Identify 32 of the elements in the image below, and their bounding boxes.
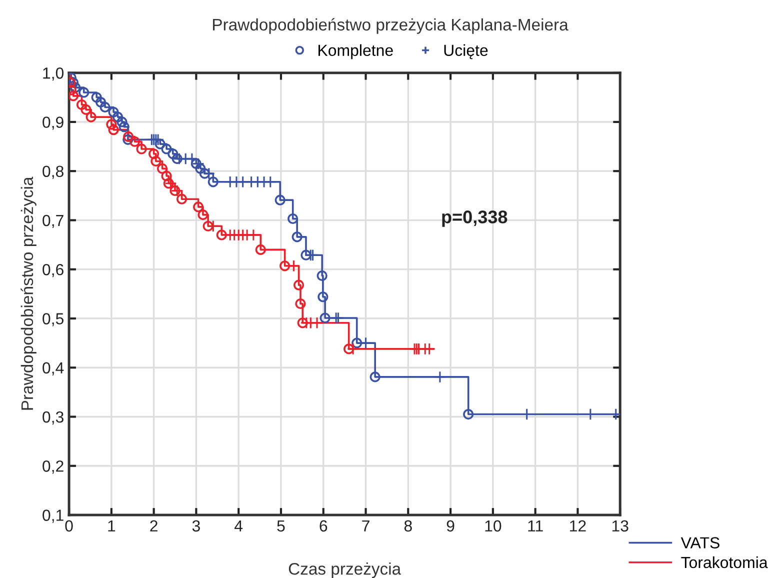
y-tick-label: 0,9: [42, 116, 64, 130]
y-tick-label: 0,3: [42, 411, 64, 425]
y-tick-label: 0,7: [42, 214, 64, 228]
x-tick-label: 8: [404, 520, 412, 532]
x-tick-label: 11: [528, 520, 543, 532]
legend-label: Ucięte: [444, 44, 488, 60]
y-tick-label: 0,5: [42, 313, 64, 326]
x-tick-label: 7: [362, 520, 370, 532]
x-axis-title: Czas przeżycia: [288, 562, 402, 578]
y-tick-label: 0,8: [42, 166, 64, 179]
x-tick-label: 12: [570, 520, 586, 532]
x-tick-label: 13: [612, 520, 628, 532]
x-tick-label: 3: [192, 520, 200, 532]
x-tick-label: 4: [234, 520, 243, 532]
x-tick-label: 10: [485, 520, 502, 532]
annotation: p=0,338: [442, 210, 508, 227]
y-axis-title: Prawdopodobieństwo przeżycia: [20, 176, 36, 410]
x-tick-label: 0: [65, 520, 73, 532]
y-tick-label: 0,2: [42, 460, 64, 474]
x-tick-label: 6: [320, 520, 328, 532]
x-tick-label: 1: [108, 520, 116, 532]
legend-label: VATS: [680, 537, 720, 548]
legend-label: Kompletne: [318, 44, 393, 60]
x-tick-label: 2: [150, 520, 158, 532]
y-tick-label: 0,1: [42, 510, 64, 523]
y-tick-label: 0,4: [42, 362, 64, 376]
y-tick-label: 0,6: [42, 264, 64, 278]
chart-title: Prawdopodobieństwo przeżycia Kaplana-Meiera: [213, 18, 568, 34]
y-tick-label: 1,0: [43, 67, 64, 81]
x-tick-label: 9: [446, 520, 454, 532]
legend-label: Torakotomia: [681, 556, 768, 568]
x-tick-label: 5: [277, 520, 285, 532]
